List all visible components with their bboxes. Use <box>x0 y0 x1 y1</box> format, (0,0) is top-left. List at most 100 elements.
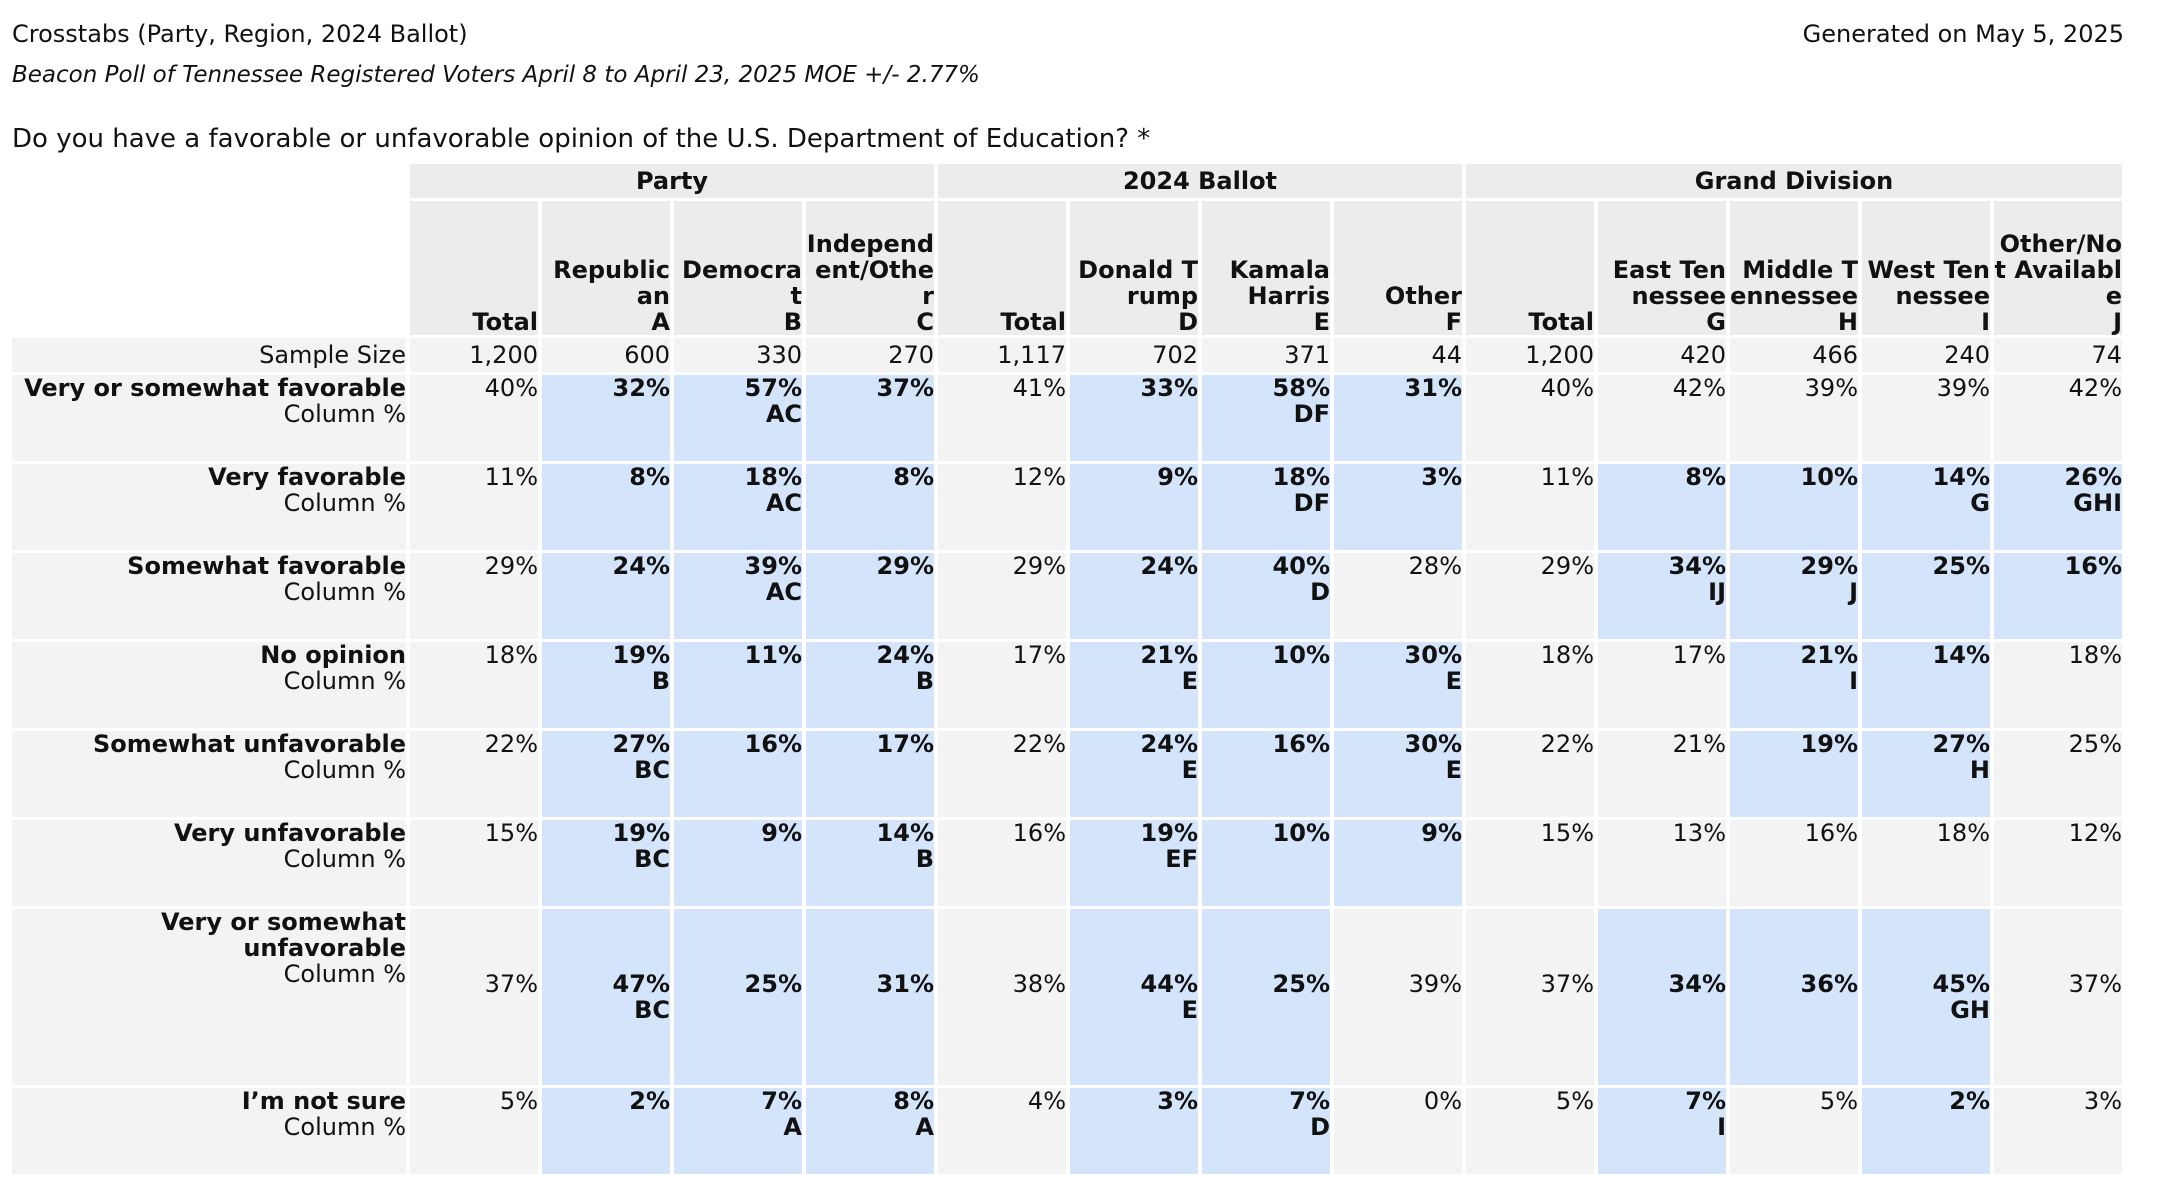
cell-significance: I <box>1717 1113 1726 1141</box>
highlighted-data-cell: 19% <box>1730 731 1858 817</box>
highlighted-data-cell: 25% <box>1202 909 1330 1085</box>
highlighted-data-cell: 11% <box>674 642 802 728</box>
cell-percent: 10% <box>1272 819 1330 847</box>
cell-percent: 19% <box>612 819 670 847</box>
highlighted-data-cell: 26% GHI <box>1994 464 2122 550</box>
highlighted-data-cell: 10% <box>1202 820 1330 906</box>
sample-size-value: 1,117 <box>938 338 1066 372</box>
highlighted-data-cell: 21% I <box>1730 642 1858 728</box>
cell-percent: 30% <box>1404 641 1462 669</box>
data-cell: 16% <box>938 820 1066 906</box>
data-cell: 15% <box>1466 820 1594 906</box>
data-cell: 5% <box>1466 1088 1594 1174</box>
data-cell: 12% <box>1994 820 2122 906</box>
cell-percent: 5% <box>1555 1087 1594 1115</box>
cell-percent: 42% <box>1672 374 1726 402</box>
sample-size-value: 371 <box>1202 338 1330 372</box>
highlighted-data-cell: 31% <box>806 909 934 1085</box>
cell-percent: 27% <box>1932 730 1990 758</box>
cell-percent: 40% <box>1540 374 1594 402</box>
column-header-letter: G <box>1706 308 1726 335</box>
highlighted-data-cell: 24% E <box>1070 731 1198 817</box>
cell-percent: 37% <box>1540 970 1594 998</box>
row-stat-label: Column % <box>283 578 406 606</box>
table-row: Somewhat favorable Column % 29% 24% 39% AC 29%… <box>12 553 2122 639</box>
cell-significance: AC <box>765 400 802 428</box>
sample-size-value: 330 <box>674 338 802 372</box>
row-stat-label: Column % <box>283 489 406 517</box>
data-cell: 4% <box>938 1088 1066 1174</box>
cell-percent: 29% <box>1012 552 1066 580</box>
column-header-letter: A <box>651 308 670 335</box>
table-row: Very or somewhat favorable Column % 40% 32%… <box>12 375 2122 461</box>
data-cell: 18% <box>1862 820 1990 906</box>
highlighted-data-cell: 31% <box>1334 375 1462 461</box>
cell-percent: 8% <box>893 463 934 491</box>
cell-percent: 12% <box>2068 819 2122 847</box>
cell-significance: GH <box>1950 996 1990 1024</box>
cell-percent: 25% <box>1932 552 1990 580</box>
highlighted-data-cell: 30% E <box>1334 642 1462 728</box>
highlighted-data-cell: 33% <box>1070 375 1198 461</box>
highlighted-data-cell: 2% <box>1862 1088 1990 1174</box>
cell-percent: 39% <box>744 552 802 580</box>
cell-percent: 16% <box>1272 730 1330 758</box>
cell-significance: E <box>1445 667 1462 695</box>
column-header: Middle Tennessee H <box>1730 201 1858 335</box>
cell-significance: A <box>915 1113 934 1141</box>
cell-percent: 5% <box>499 1087 538 1115</box>
sample-size-value: 466 <box>1730 338 1858 372</box>
column-header: East Tennessee G <box>1598 201 1726 335</box>
cell-percent: 2% <box>629 1087 670 1115</box>
cell-percent: 9% <box>761 819 802 847</box>
cell-percent: 58% <box>1272 374 1330 402</box>
column-header-name: Other/Not Available <box>1994 230 2122 310</box>
column-header-letter: F <box>1445 308 1462 335</box>
column-header: Total <box>938 201 1066 335</box>
row-label: Very or somewhat unfavorable <box>160 908 406 962</box>
cell-percent: 42% <box>2068 374 2122 402</box>
cell-percent: 11% <box>1540 463 1594 491</box>
row-label-cell: Very or somewhat unfavorable Column % <box>12 909 406 1085</box>
cell-percent: 4% <box>1027 1087 1066 1115</box>
column-header-name: Republican <box>553 256 670 310</box>
column-header: Total <box>410 201 538 335</box>
data-cell: 37% <box>410 909 538 1085</box>
highlighted-data-cell: 19% EF <box>1070 820 1198 906</box>
highlighted-data-cell: 27% BC <box>542 731 670 817</box>
row-label-cell: No opinion Column % <box>12 642 406 728</box>
cell-significance: EF <box>1165 845 1198 873</box>
highlighted-data-cell: 10% <box>1730 464 1858 550</box>
cell-percent: 29% <box>1800 552 1858 580</box>
cell-percent: 0% <box>1423 1087 1462 1115</box>
cell-significance: DF <box>1293 489 1330 517</box>
cell-percent: 8% <box>1685 463 1726 491</box>
cell-percent: 5% <box>1819 1087 1858 1115</box>
cell-percent: 18% <box>1936 819 1990 847</box>
cell-significance: I <box>1849 667 1858 695</box>
cell-significance: BC <box>634 845 670 873</box>
cell-significance: H <box>1969 756 1990 784</box>
highlighted-data-cell: 16% <box>1994 553 2122 639</box>
column-header: Donald Trump D <box>1070 201 1198 335</box>
group-header-division: Grand Division <box>1466 164 2122 198</box>
cell-percent: 32% <box>612 374 670 402</box>
cell-percent: 14% <box>876 819 934 847</box>
cell-percent: 3% <box>1157 1087 1198 1115</box>
sample-size-value: 420 <box>1598 338 1726 372</box>
data-cell: 40% <box>1466 375 1594 461</box>
cell-percent: 10% <box>1800 463 1858 491</box>
cell-percent: 37% <box>2068 970 2122 998</box>
cell-percent: 47% <box>612 970 670 998</box>
table-row: Very unfavorable Column % 15% 19% BC 9% 14% B 16… <box>12 820 2122 906</box>
cell-significance: B <box>915 667 934 695</box>
cell-percent: 45% <box>1932 970 1990 998</box>
highlighted-data-cell: 14% G <box>1862 464 1990 550</box>
column-header: West Tennessee I <box>1862 201 1990 335</box>
data-cell: 42% <box>1994 375 2122 461</box>
column-header: Other F <box>1334 201 1462 335</box>
crosstab-table: Party 2024 Ballot Grand Division Total Re… <box>8 161 2126 1177</box>
data-cell: 25% <box>1994 731 2122 817</box>
table-row: No opinion Column % 18% 19% B 11% 24% B 17% 21% E 1… <box>12 642 2122 728</box>
data-cell: 22% <box>1466 731 1594 817</box>
